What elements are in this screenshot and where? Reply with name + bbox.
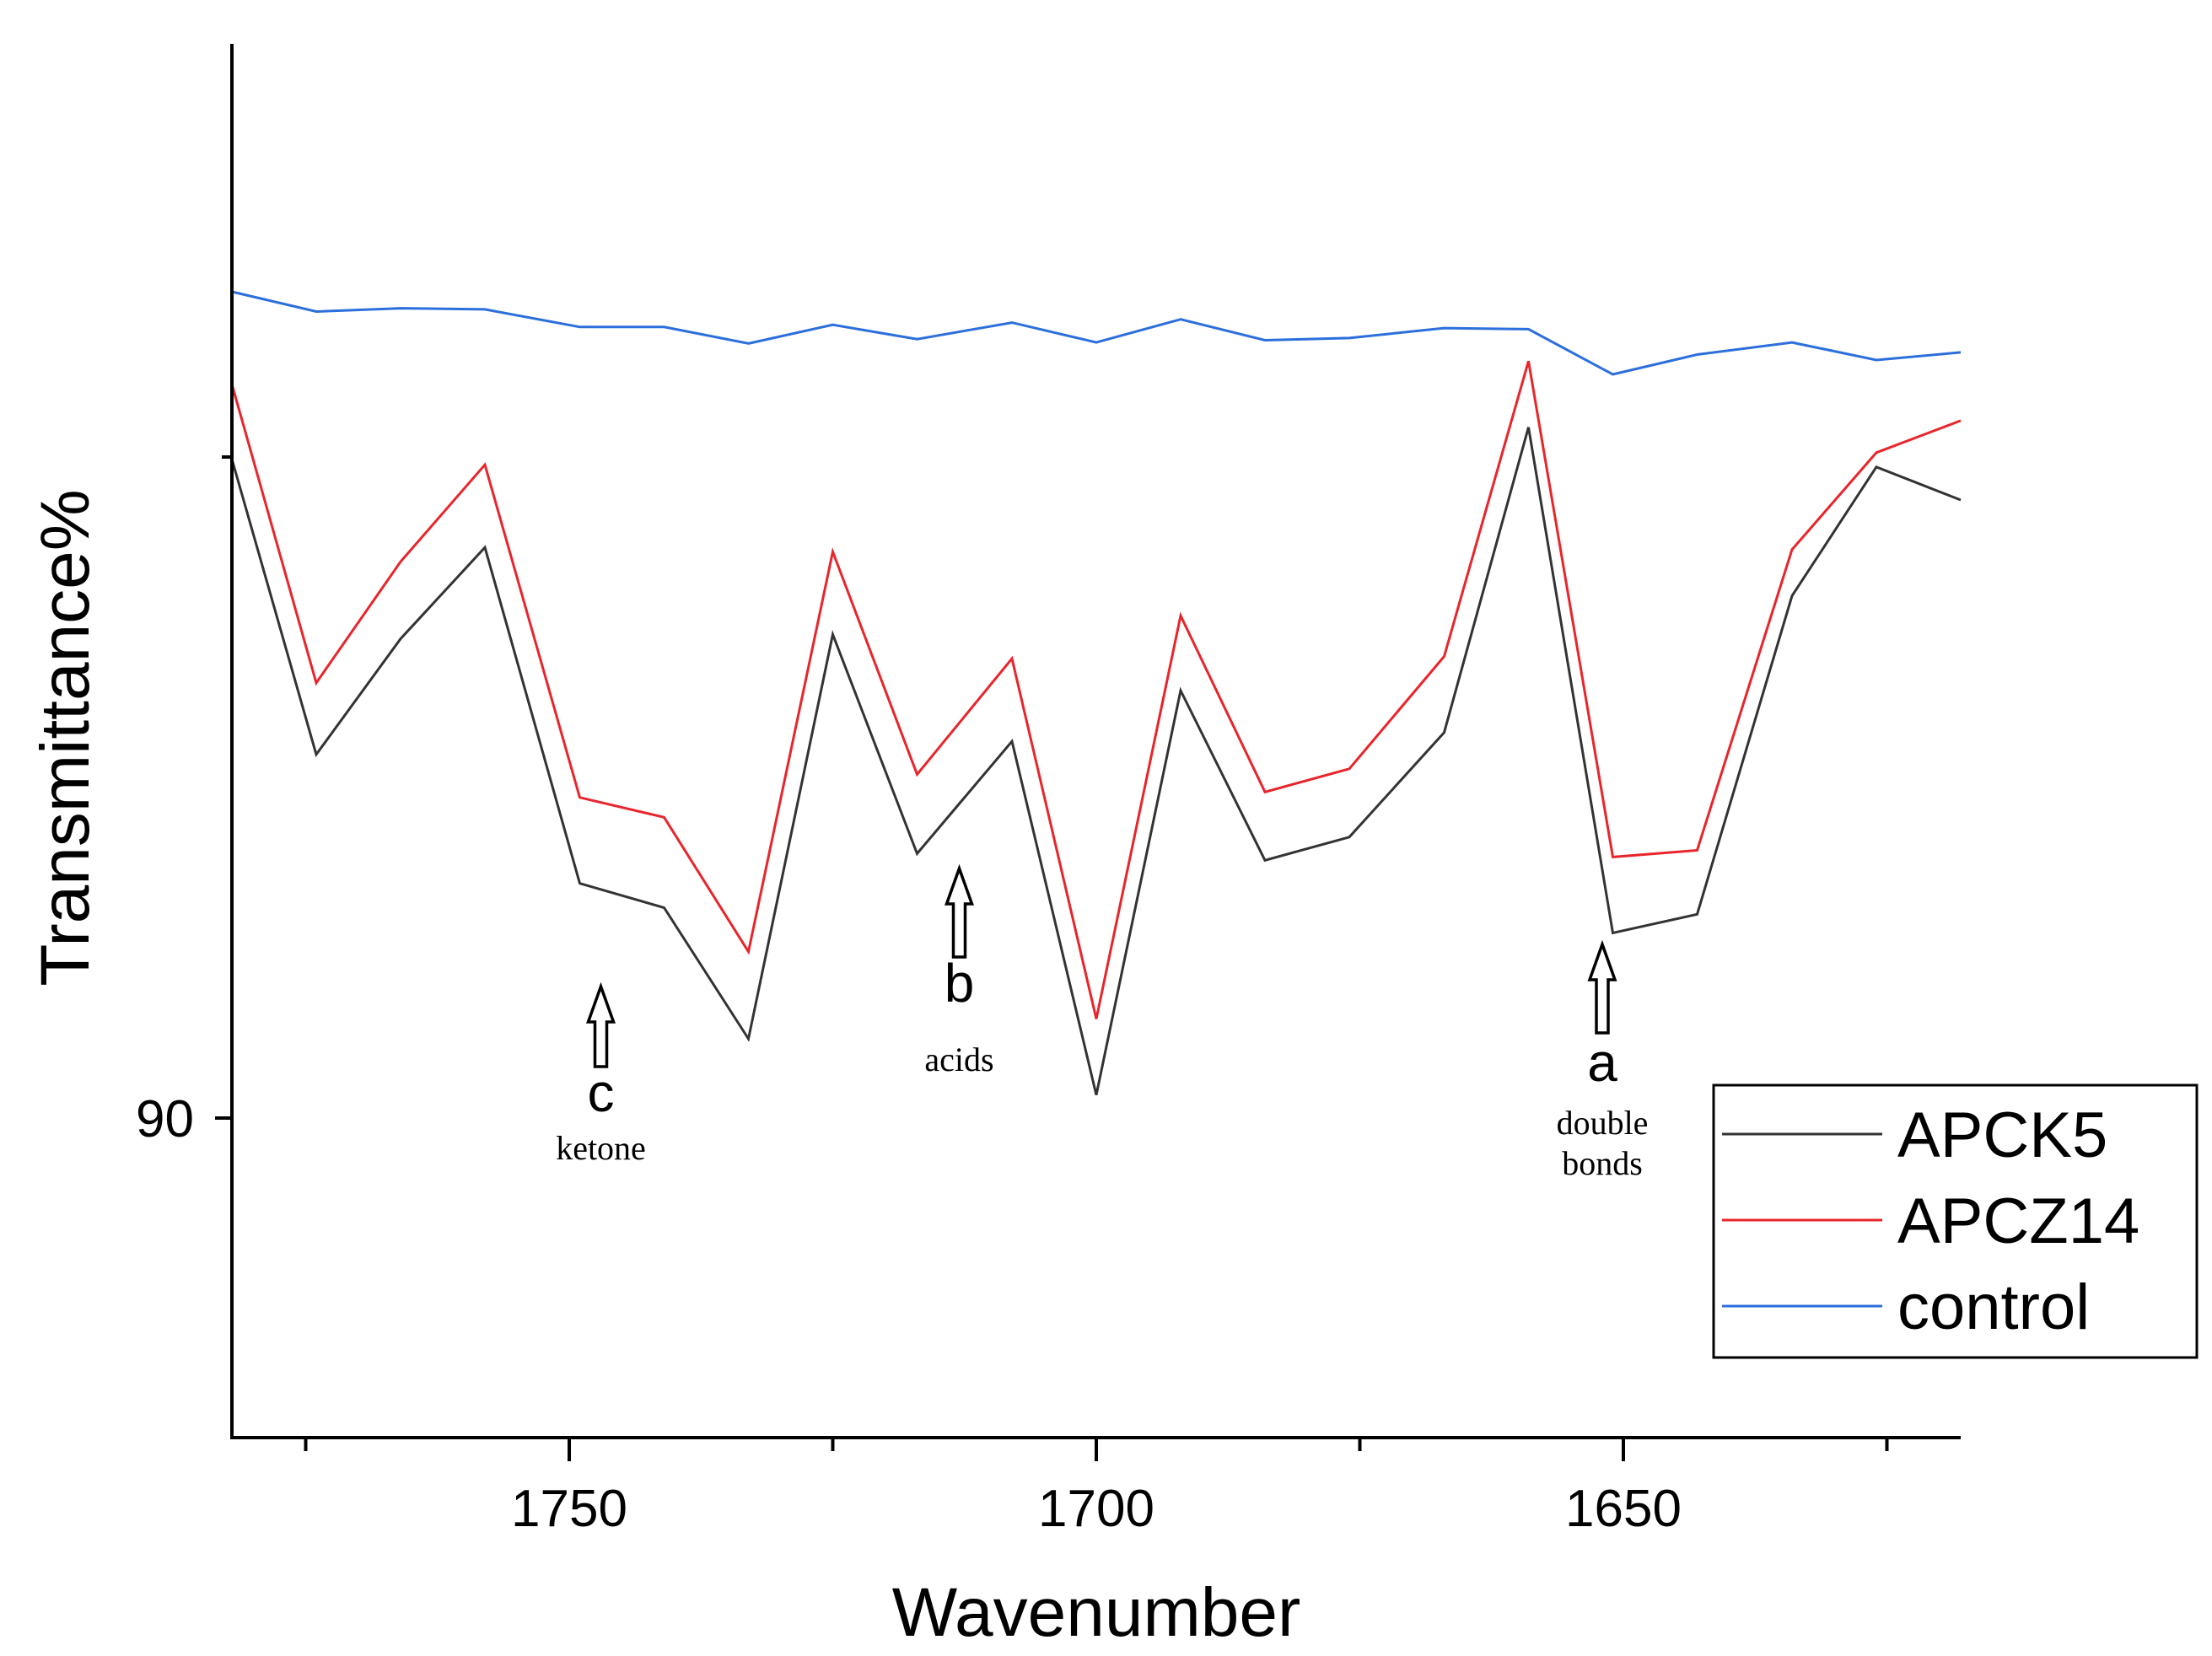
x-tick-label: 1650 [1565,1480,1682,1538]
annotation-text-b: acids [924,1040,993,1078]
series-line-control [231,290,1962,376]
series-line-apcz14 [230,360,1962,1019]
y-axis-title: Transmittance% [27,489,104,986]
legend-label-control: control [1897,1272,2090,1343]
annotation-letter-c: c [588,1062,615,1123]
annotation-letter-a: a [1587,1032,1617,1093]
legend: APCK5 APCZ14 control [1712,1083,2199,1359]
x-axis-title: Wavenumber [892,1574,1301,1651]
annotation-text-a: bonds [1562,1144,1643,1182]
annotation-letter-b: b [945,953,975,1013]
x-tick-label: 1750 [511,1480,627,1538]
y-ticks: 90 [136,455,232,1148]
plot-lines [230,290,1962,1095]
arrow-up-icon [1587,939,1617,1035]
legend-label-apck5: APCK5 [1897,1100,2107,1171]
arrow-up-icon [586,981,616,1068]
annotation-text-c: ketone [556,1129,646,1167]
y-tick-label: 90 [136,1090,194,1148]
x-tick-label: 1700 [1038,1480,1154,1538]
series-line-apck5 [230,427,1962,1095]
x-ticks: 1750 1700 1650 [304,1438,1889,1538]
legend-label-apcz14: APCZ14 [1897,1186,2139,1257]
arrow-up-icon [945,863,974,959]
annotation-text-a: double [1557,1104,1649,1142]
